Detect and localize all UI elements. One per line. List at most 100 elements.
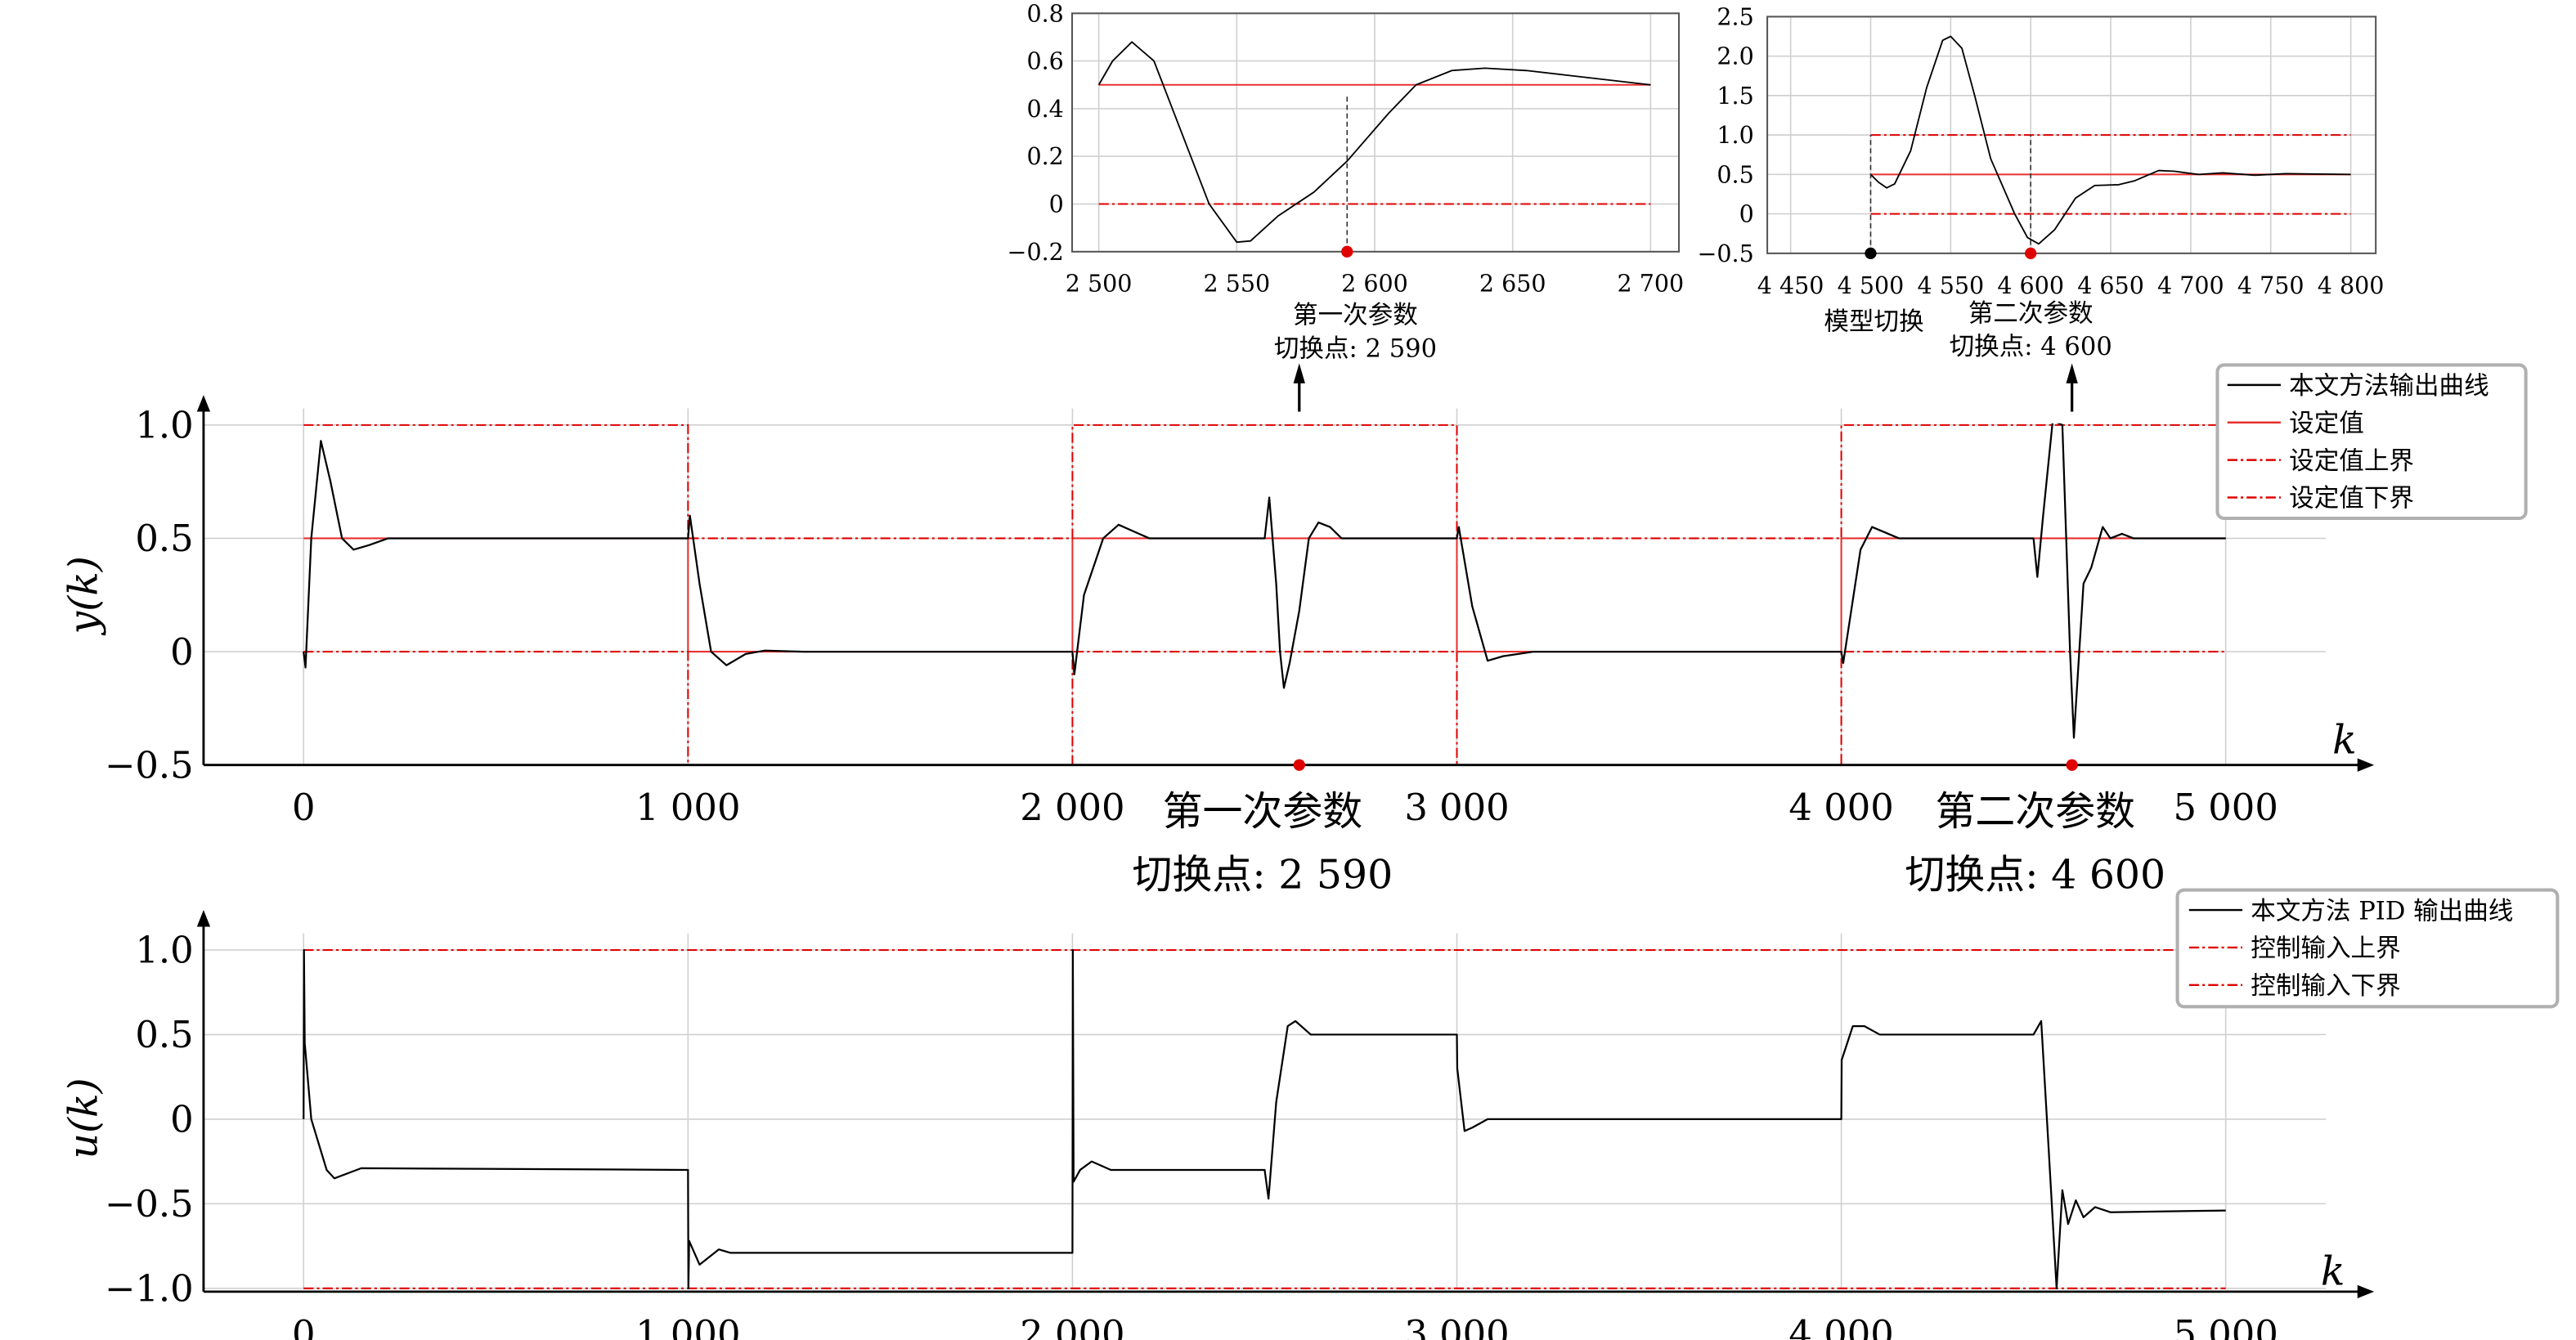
switch-point-marker [2066,759,2078,771]
x-tick-label: 3 000 [1404,1312,1509,1340]
plot-area [1097,41,1651,244]
switch-point-marker [1865,247,1877,259]
inset-chart-1: 2 500 2 550 2 600 2 650 2 700 −0.2 0 0.2 0.4 0.6 0… [1008,0,1685,363]
switch-point-marker [1341,245,1353,258]
switch-point-annotation: 第二次参数 [1968,299,2094,328]
y-tick-label: 0 [1739,201,1754,228]
x-tick-label: 4 750 [2237,272,2304,299]
output-chart: 0 1 000 2 000 3 000 4 000 5 000 −0.5 0 0.5 1.0 k y(… [60,363,2528,899]
switch-point-marker [2025,247,2037,259]
y-axis-arrow-icon [196,910,211,927]
x-tick-label: 2 650 [1479,271,1546,298]
y-axis-label: y(k) [60,556,106,635]
y-tick-label: 1.0 [135,929,193,972]
switch-point-annotation: 切换点: 2 590 [1274,334,1437,363]
x-tick-label: 2 550 [1203,271,1270,298]
x-axis-arrow-icon [2357,1284,2375,1299]
x-tick-label: 5 000 [2174,786,2278,829]
x-tick-label: 5 000 [2174,1312,2278,1340]
legend-entry: 本文方法输出曲线 [2289,372,2489,401]
inset-chart-2: 4 450 4 500 4 550 4 600 4 650 4 700 4 750 4 800… [1698,3,2385,361]
y-tick-label: 1.0 [135,404,193,447]
x-tick-label: 4 800 [2318,272,2385,299]
y-tick-label: 0 [170,1098,194,1141]
y-tick-label: 2.5 [1717,3,1753,30]
y-tick-label: 0 [1049,191,1064,218]
y-axis-arrow-icon [196,395,211,412]
legend-entry: 设定值上界 [2289,447,2414,476]
control-input-chart: 0 1 000 2 000 3 000 4 000 5 000 −1.0 −0.5 0 0.5 1.… [60,888,2560,1340]
x-tick-label: 4 450 [1757,272,1824,299]
legend-entry: 本文方法 PID 输出曲线 [2251,897,2513,925]
y-tick-label: 1.0 [1717,122,1753,149]
x-tick-label: 4 000 [1788,786,1893,829]
legend-box [2175,888,2560,1009]
switch-point-annotation: 模型切换 [1824,308,1923,337]
switch-point-marker [1293,759,1305,771]
x-tick-label: 0 [292,786,316,829]
x-axis-arrow-icon [2357,758,2375,772]
output-curve [303,948,2226,1289]
y-tick-label: 1.5 [1717,83,1753,110]
setpoint-line [303,537,2226,653]
x-axis-label: k [2321,1248,2345,1295]
x-tick-label: 0 [292,1312,316,1340]
y-tick-label: −0.2 [1008,239,1064,266]
x-tick-label: 1 000 [635,1312,740,1340]
x-tick-label: 2 000 [1020,1312,1124,1340]
output-curve [1869,35,2351,245]
arrow-up-icon [2066,363,2078,383]
y-tick-label: −0.5 [105,743,194,787]
plot-area [1869,35,2351,245]
switch-point-annotation: 第一次参数 [1163,788,1363,835]
y-tick-label: 0.5 [135,517,193,560]
y-tick-label: −1.0 [105,1267,194,1311]
switch-point-annotation: 第二次参数 [1936,788,2136,835]
y-tick-label: 0 [170,630,194,674]
x-tick-label: 4 700 [2157,272,2224,299]
plot-area [303,423,2226,766]
inset-frame [1766,16,2377,254]
x-tick-label: 1 000 [635,786,740,829]
switch-point-annotation: 切换点: 2 590 [1133,852,1393,899]
output-curve [303,423,2226,739]
legend-box [2215,363,2528,521]
legend-entry: 设定值下界 [2289,485,2414,513]
y-tick-label: −0.5 [105,1182,194,1226]
y-tick-label: −0.5 [1698,240,1754,267]
switch-point-annotation: 切换点: 4 600 [1950,333,2112,361]
x-tick-label: 2 700 [1618,271,1685,298]
x-tick-label: 4 550 [1918,272,1985,299]
inset-frame [1070,12,1681,253]
legend-entry: 控制输入上界 [2251,934,2400,963]
x-tick-label: 4 650 [2077,272,2144,299]
y-axis-label: u(k) [60,1078,106,1158]
y-tick-label: 0.5 [1717,161,1753,188]
x-tick-label: 4 600 [1997,272,2064,299]
x-tick-label: 3 000 [1404,786,1509,829]
y-tick-label: 0.5 [135,1013,193,1056]
y-tick-label: 0.4 [1026,96,1063,123]
x-tick-label: 2 600 [1341,271,1408,298]
legend-entry: 设定值 [2289,410,2364,438]
output-curve [1097,41,1651,244]
y-tick-label: 2.0 [1717,43,1753,70]
plot-area [303,948,2226,1289]
arrow-up-icon [1293,363,1305,383]
x-tick-label: 4 000 [1788,1312,1893,1340]
x-tick-label: 4 500 [1838,272,1905,299]
x-tick-label: 2 000 [1020,786,1124,829]
y-tick-label: 0.6 [1026,48,1063,75]
x-tick-label: 2 500 [1066,271,1133,298]
lower-bound-line [303,651,2226,766]
y-tick-label: 0.2 [1026,143,1063,170]
legend-entry: 控制输入下界 [2251,972,2400,1001]
x-axis-label: k [2332,716,2357,763]
switch-point-annotation: 切换点: 4 600 [1905,852,2165,899]
y-tick-label: 0.8 [1026,0,1063,27]
switch-point-annotation: 第一次参数 [1293,301,1418,329]
upper-bound-line [303,424,2226,540]
